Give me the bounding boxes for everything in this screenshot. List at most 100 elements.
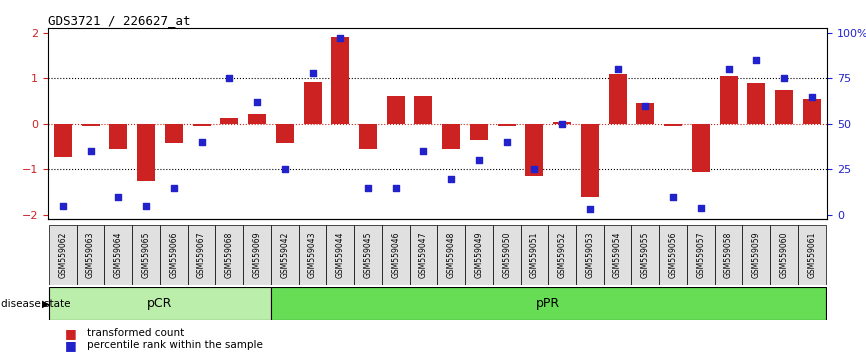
Point [805, 94, 818, 99]
Text: GSM559056: GSM559056 [669, 232, 677, 278]
Point [223, 75, 236, 81]
Point [611, 67, 624, 72]
Text: GSM559049: GSM559049 [475, 232, 483, 278]
Bar [520, 225, 548, 285]
Bar [105, 225, 132, 285]
Text: GSM559053: GSM559053 [585, 232, 594, 278]
Bar [275, 124, 294, 143]
Bar [192, 124, 210, 126]
Bar [714, 225, 742, 285]
Bar [387, 96, 404, 124]
Point [721, 67, 735, 72]
Text: GSM559068: GSM559068 [225, 232, 234, 278]
Text: GSM559048: GSM559048 [447, 232, 456, 278]
Bar [465, 225, 493, 285]
Bar [354, 225, 382, 285]
Bar [692, 124, 710, 172]
Point [638, 103, 652, 109]
Bar [331, 38, 349, 124]
Bar [165, 124, 183, 143]
Point [278, 167, 292, 172]
Bar [581, 124, 599, 197]
Point [306, 70, 320, 76]
Bar [664, 124, 682, 126]
Point [84, 148, 98, 154]
Bar [770, 225, 798, 285]
Bar [382, 225, 410, 285]
Bar [359, 124, 377, 149]
Bar [160, 225, 188, 285]
Bar [49, 287, 271, 320]
Bar [604, 225, 631, 285]
Bar [553, 122, 572, 124]
Bar [49, 225, 77, 285]
Bar [299, 225, 326, 285]
Bar [303, 82, 321, 124]
Bar [576, 225, 604, 285]
Bar [188, 225, 216, 285]
Text: GSM559046: GSM559046 [391, 232, 400, 278]
Text: GSM559059: GSM559059 [752, 232, 761, 278]
Text: GSM559047: GSM559047 [419, 232, 428, 278]
Text: GSM559058: GSM559058 [724, 232, 733, 278]
Point [56, 203, 70, 209]
Point [666, 194, 680, 200]
Bar [526, 124, 544, 176]
Bar [803, 99, 821, 124]
Point [139, 203, 153, 209]
Point [583, 207, 597, 212]
Bar [687, 225, 714, 285]
Point [333, 35, 347, 41]
Bar [747, 83, 766, 124]
Text: GSM559064: GSM559064 [113, 232, 123, 278]
Bar [271, 287, 825, 320]
Text: GSM559060: GSM559060 [779, 232, 789, 278]
Point [195, 139, 209, 145]
Text: GSM559067: GSM559067 [197, 232, 206, 278]
Text: GSM559051: GSM559051 [530, 232, 539, 278]
Bar [498, 124, 515, 126]
Text: GSM559055: GSM559055 [641, 232, 650, 278]
Point [694, 205, 708, 211]
Bar [443, 124, 460, 149]
Point [167, 185, 181, 190]
Bar [720, 76, 738, 124]
Text: GSM559069: GSM559069 [253, 232, 262, 278]
Text: GSM559043: GSM559043 [308, 232, 317, 278]
Text: GSM559045: GSM559045 [364, 232, 372, 278]
Bar [243, 225, 271, 285]
Bar [437, 225, 465, 285]
Point [112, 194, 126, 200]
Text: GSM559044: GSM559044 [336, 232, 345, 278]
Bar [609, 74, 627, 124]
Point [777, 75, 791, 81]
Text: transformed count: transformed count [87, 329, 184, 338]
Bar [81, 124, 100, 126]
Text: pPR: pPR [536, 297, 560, 310]
Bar [742, 225, 770, 285]
Bar [109, 124, 127, 149]
Point [389, 185, 403, 190]
Bar [415, 96, 432, 124]
Bar [132, 225, 160, 285]
Point [361, 185, 375, 190]
Point [749, 57, 763, 63]
Bar [77, 225, 105, 285]
Point [250, 99, 264, 105]
Text: ▶: ▶ [42, 299, 49, 309]
Point [444, 176, 458, 181]
Text: disease state: disease state [1, 299, 70, 309]
Text: percentile rank within the sample: percentile rank within the sample [87, 340, 262, 350]
Bar [326, 225, 354, 285]
Bar [631, 225, 659, 285]
Point [527, 167, 541, 172]
Bar [410, 225, 437, 285]
Bar [548, 225, 576, 285]
Text: GSM559052: GSM559052 [558, 232, 566, 278]
Bar [470, 124, 488, 140]
Bar [493, 225, 520, 285]
Point [417, 148, 430, 154]
Text: GSM559066: GSM559066 [170, 232, 178, 278]
Text: GSM559061: GSM559061 [807, 232, 817, 278]
Text: ■: ■ [65, 327, 77, 340]
